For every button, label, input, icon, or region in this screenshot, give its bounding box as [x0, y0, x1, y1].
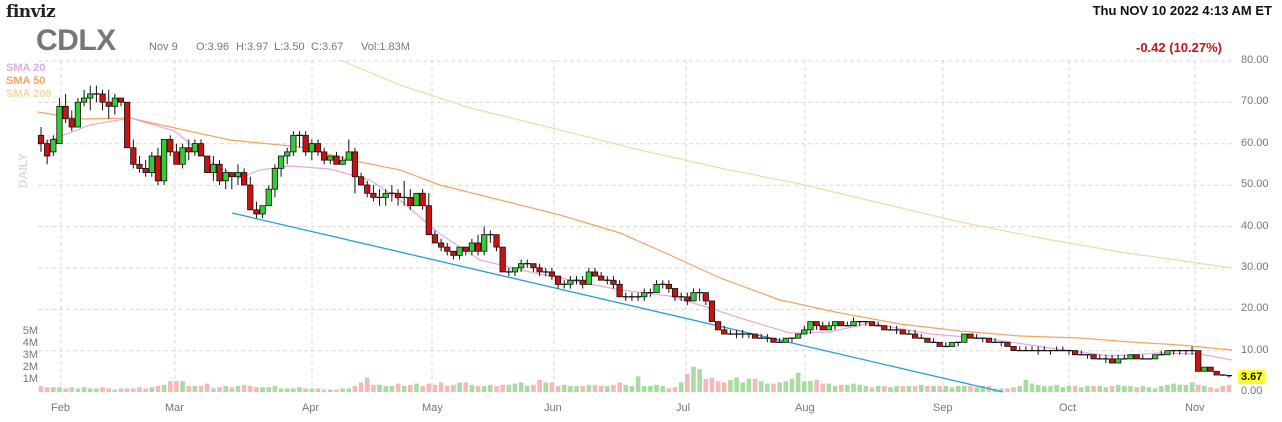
month-tick: Nov	[1185, 402, 1205, 414]
month-tick: Jul	[676, 402, 691, 414]
datetime: Thu NOV 10 2022 4:13 AM ET	[1092, 3, 1272, 18]
month-tick: Apr	[302, 402, 320, 414]
price-tick: 60.00	[1241, 136, 1269, 149]
legend-sma200: SMA 200	[6, 88, 52, 100]
month-tick: May	[422, 402, 443, 414]
price-tick: 20.00	[1241, 302, 1269, 315]
legend-sma20: SMA 20	[6, 62, 46, 74]
volume-tick: 3M	[22, 349, 38, 361]
month-tick: Mar	[165, 402, 184, 414]
price-tick: 50.00	[1241, 178, 1269, 191]
volume-tick: 4M	[22, 337, 38, 349]
volume-tick: 2M	[22, 361, 38, 373]
month-tick: Sep	[933, 402, 953, 414]
close-value: C:3.67	[311, 41, 344, 53]
month-tick: Feb	[51, 402, 70, 414]
price-tick: 30.00	[1241, 261, 1269, 273]
price-tick: 10.00	[1241, 343, 1269, 356]
volume-tick: 5M	[22, 325, 38, 337]
finviz-logo[interactable]: finviz	[6, 2, 56, 22]
ticker-symbol: CDLX	[36, 24, 116, 57]
low-value: L:3.50	[274, 41, 305, 53]
bar-date: Nov 9	[149, 41, 178, 53]
last-price-tag: 3.67	[1238, 370, 1266, 384]
logo-text: finviz	[6, 2, 56, 22]
price-tick: 40.00	[1241, 219, 1269, 232]
volume-value: Vol:1.83M	[361, 41, 410, 53]
legend-sma50: SMA 50	[6, 75, 46, 87]
high-value: H:3.97	[236, 41, 269, 53]
month-tick: Jun	[544, 402, 562, 414]
price-tick: 0.00	[1241, 385, 1263, 398]
month-tick: Aug	[795, 402, 815, 414]
volume-tick: 1M	[22, 373, 38, 385]
price-change: -0.42 (10.27%)	[1136, 40, 1222, 55]
open-value: O:3.96	[196, 41, 230, 53]
price-tick: 80.00	[1241, 54, 1269, 66]
month-tick: Oct	[1059, 402, 1077, 414]
price-tick: 70.00	[1241, 95, 1269, 108]
